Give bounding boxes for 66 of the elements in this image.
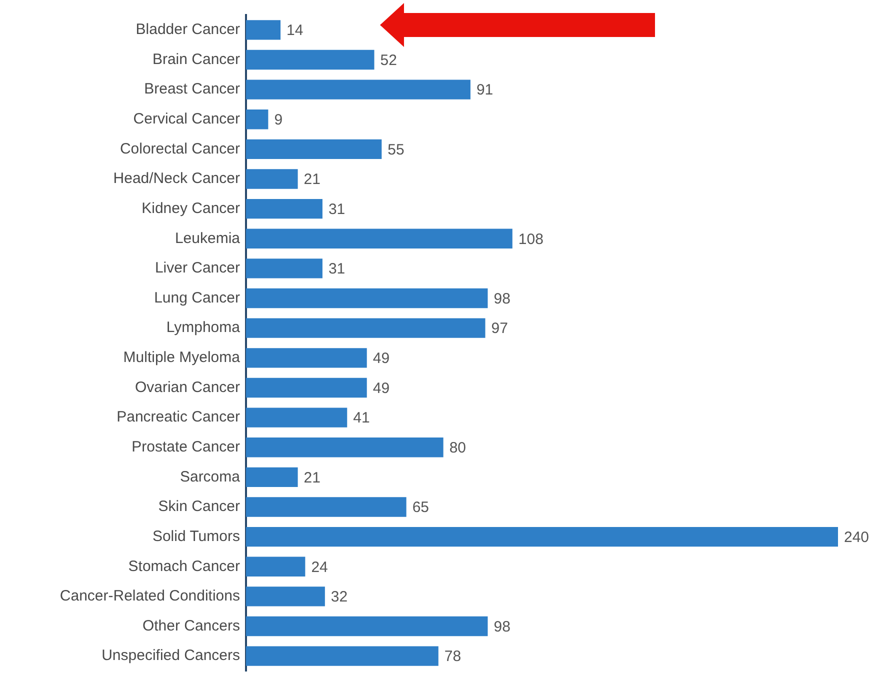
- data-label: 80: [449, 440, 466, 457]
- data-label: 41: [353, 410, 370, 427]
- bar: [246, 378, 367, 398]
- bar: [246, 526, 838, 547]
- data-label: 97: [491, 320, 508, 338]
- data-label: 32: [330, 588, 348, 606]
- bar: [246, 50, 374, 70]
- y-tick-label: Ovarian Cancer: [134, 378, 240, 396]
- bar: [246, 408, 348, 428]
- bar: [246, 198, 322, 219]
- bar: [246, 258, 322, 278]
- data-label: 49: [372, 380, 390, 397]
- data-label: 9: [274, 112, 283, 129]
- y-tick-label: Colorectal Cancer: [120, 140, 240, 158]
- bar: [246, 348, 367, 368]
- y-tick-label: Stomach Cancer: [128, 558, 240, 575]
- bar: [246, 80, 470, 100]
- y-tick-label: Cancer-Related Conditions: [60, 588, 240, 605]
- bar: [246, 169, 298, 189]
- bar: [246, 110, 268, 130]
- y-tick-label: Breast Cancer: [144, 80, 240, 98]
- bar: [246, 139, 382, 160]
- y-tick-label: Leukemia: [174, 230, 241, 247]
- bar: [246, 556, 306, 576]
- bar: [246, 467, 298, 488]
- y-tick-label: Multiple Myeloma: [123, 349, 241, 366]
- y-tick-label: Prostate Cancer: [132, 438, 240, 456]
- data-label: 55: [388, 141, 404, 158]
- data-label: 98: [494, 290, 510, 308]
- y-tick-label: Brain Cancer: [152, 50, 240, 68]
- y-tick-label: Unspecified Cancers: [102, 647, 240, 664]
- y-tick-label: Skin Cancer: [158, 498, 240, 516]
- y-tick-label: Bladder Cancer: [136, 21, 240, 38]
- bar: [246, 438, 444, 458]
- data-label: 49: [372, 350, 390, 368]
- bar: [246, 288, 488, 308]
- y-tick-label: Liver Cancer: [154, 260, 240, 277]
- y-tick-label: Kidney Cancer: [142, 200, 240, 217]
- y-tick-label: Sarcoma: [180, 468, 241, 486]
- data-label: 14: [286, 22, 304, 40]
- y-tick-label: Other Cancers: [142, 617, 240, 634]
- data-label: 52: [380, 52, 397, 69]
- data-label: 24: [311, 558, 328, 576]
- y-tick-label: Solid Tumors: [152, 528, 240, 545]
- bar: [246, 646, 438, 666]
- data-label: 108: [518, 230, 544, 248]
- y-tick-label: Head/Neck Cancer: [113, 170, 240, 188]
- data-label: 78: [444, 648, 462, 666]
- bar: [246, 586, 325, 606]
- bar: [246, 20, 281, 40]
- data-label: 31: [328, 260, 346, 278]
- data-label: 240: [844, 528, 870, 546]
- data-label: 98: [494, 618, 510, 636]
- y-tick-label: Lung Cancer: [154, 289, 240, 306]
- bar: [246, 497, 406, 517]
- bar: [246, 318, 486, 338]
- y-tick-label: Cervical Cancer: [133, 110, 240, 128]
- data-label: 21: [304, 171, 320, 188]
- data-label: 91: [476, 82, 494, 99]
- bar: [246, 616, 488, 636]
- y-tick-label: Lymphoma: [166, 319, 241, 336]
- data-label: 31: [328, 200, 346, 218]
- y-tick-label: Pancreatic Cancer: [116, 408, 240, 426]
- data-label: 65: [412, 499, 430, 516]
- data-label: 21: [304, 469, 320, 486]
- bar: [246, 228, 512, 248]
